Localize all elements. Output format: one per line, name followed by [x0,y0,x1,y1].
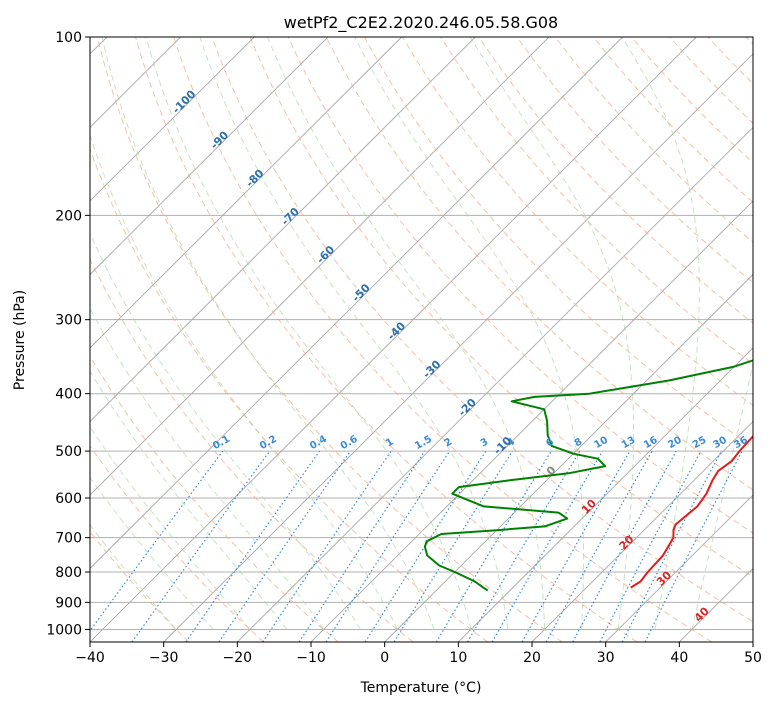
y-tick-label: 800 [55,565,82,581]
dry-adiabat-line [134,37,638,642]
dry-adiabat-line [96,37,563,642]
x-tick-label: 10 [449,650,467,666]
x-tick-label: −20 [223,650,253,666]
isotherm-line [90,37,476,423]
y-axis: 100 200 300 400 500 600 700 800 900 1000 [46,30,90,638]
mixing-ratio-line [185,450,321,642]
x-tick-label: 40 [670,650,688,666]
temperature-line [630,434,753,589]
mixing-ratio-line [393,450,513,642]
mixing-ratio-line [298,450,426,642]
isotherm-line [237,126,753,642]
moist-adiabat-line [90,307,325,630]
mixing-ratio-label: 6 [544,436,556,449]
isotherm-line [163,53,753,642]
moist-adiabat-line [469,37,634,630]
x-tick-label: 0 [380,650,389,666]
x-axis: −40 −30 −20 −10 0 10 20 30 40 50 [75,642,762,666]
isotherm-line [90,37,550,496]
x-axis-label: Temperature (°C) [360,680,482,696]
dry-adiabat-line [249,37,753,578]
background-lines [90,37,753,642]
plot-frame [89,36,754,643]
dry-adiabat-line [325,37,753,491]
isotherm-line [90,37,623,570]
x-tick-label: 20 [523,650,541,666]
x-tick-label: 30 [597,650,615,666]
mixing-ratio-line [262,450,392,642]
mixing-ratio-line [325,450,451,642]
mixing-ratio-line [90,450,224,632]
y-tick-label: 600 [55,491,82,507]
mixing-ratio-line [218,450,351,642]
mixing-ratio-label: 2 [443,436,455,449]
isotherm-line [90,37,255,202]
moist-adiabat-line [145,37,472,630]
mixing-ratio-line [545,450,653,642]
mixing-ratio-label: 8 [573,436,585,449]
moist-adiabat-line [90,425,251,630]
x-tick-label: −30 [149,650,179,666]
y-axis-label: Pressure (hPa) [12,290,28,390]
isotherm-line [90,37,329,276]
dewpoint-line [423,359,753,592]
mixing-ratio-label: 3 [479,436,491,449]
y-tick-label: 300 [55,313,82,329]
dry-adiabat-line [90,355,339,642]
dry-adiabat-line [516,37,753,284]
dry-adiabat-line [211,37,753,623]
moist-adiabat-line [90,231,361,630]
chart-title: wetPf2_C2E2.2020.246.05.58.G08 [284,13,558,33]
moist-adiabat-line [267,37,546,630]
mixing-ratio-line [644,450,743,642]
moist-adiabat-line [354,37,584,630]
y-tick-label: 900 [55,595,82,611]
isotherm-line [90,37,697,642]
moist-adiabat-line [691,361,753,630]
x-tick-label: −10 [296,650,326,666]
y-tick-label: 100 [55,30,82,46]
mixing-ratio-label: 1 [384,436,396,449]
mixing-ratio-line [521,450,631,642]
dry-adiabat-line [287,37,753,534]
y-tick-label: 1000 [46,622,82,638]
mixing-ratio-line [364,450,487,642]
y-tick-label: 500 [55,444,82,460]
data-lines [423,359,753,592]
moist-adiabat-line [621,37,700,630]
moist-adiabat-line [101,37,435,630]
isotherm-line [531,420,753,642]
moist-adiabat-line [199,37,509,630]
moist-adiabat-line [90,524,177,630]
mixing-ratio-label: 4 [505,436,517,449]
y-tick-label: 200 [55,208,82,224]
x-tick-label: −40 [75,650,105,666]
isotherm-line [605,494,753,642]
dry-adiabat-line [173,37,712,642]
isotherm-line [458,347,753,642]
y-tick-label: 700 [55,531,82,547]
mixing-ratio-line [572,450,677,642]
dry-adiabat-line [90,445,264,642]
x-tick-label: 50 [744,650,762,666]
mixing-ratio-line [131,450,271,642]
moist-adiabat-line [90,133,398,630]
isotherm-line [384,273,753,642]
isotherm-line [90,37,402,349]
dry-adiabat-line [90,258,414,642]
y-tick-label: 400 [55,387,82,403]
moist-adiabat-line [90,476,214,630]
moist-adiabat-line [90,370,288,630]
